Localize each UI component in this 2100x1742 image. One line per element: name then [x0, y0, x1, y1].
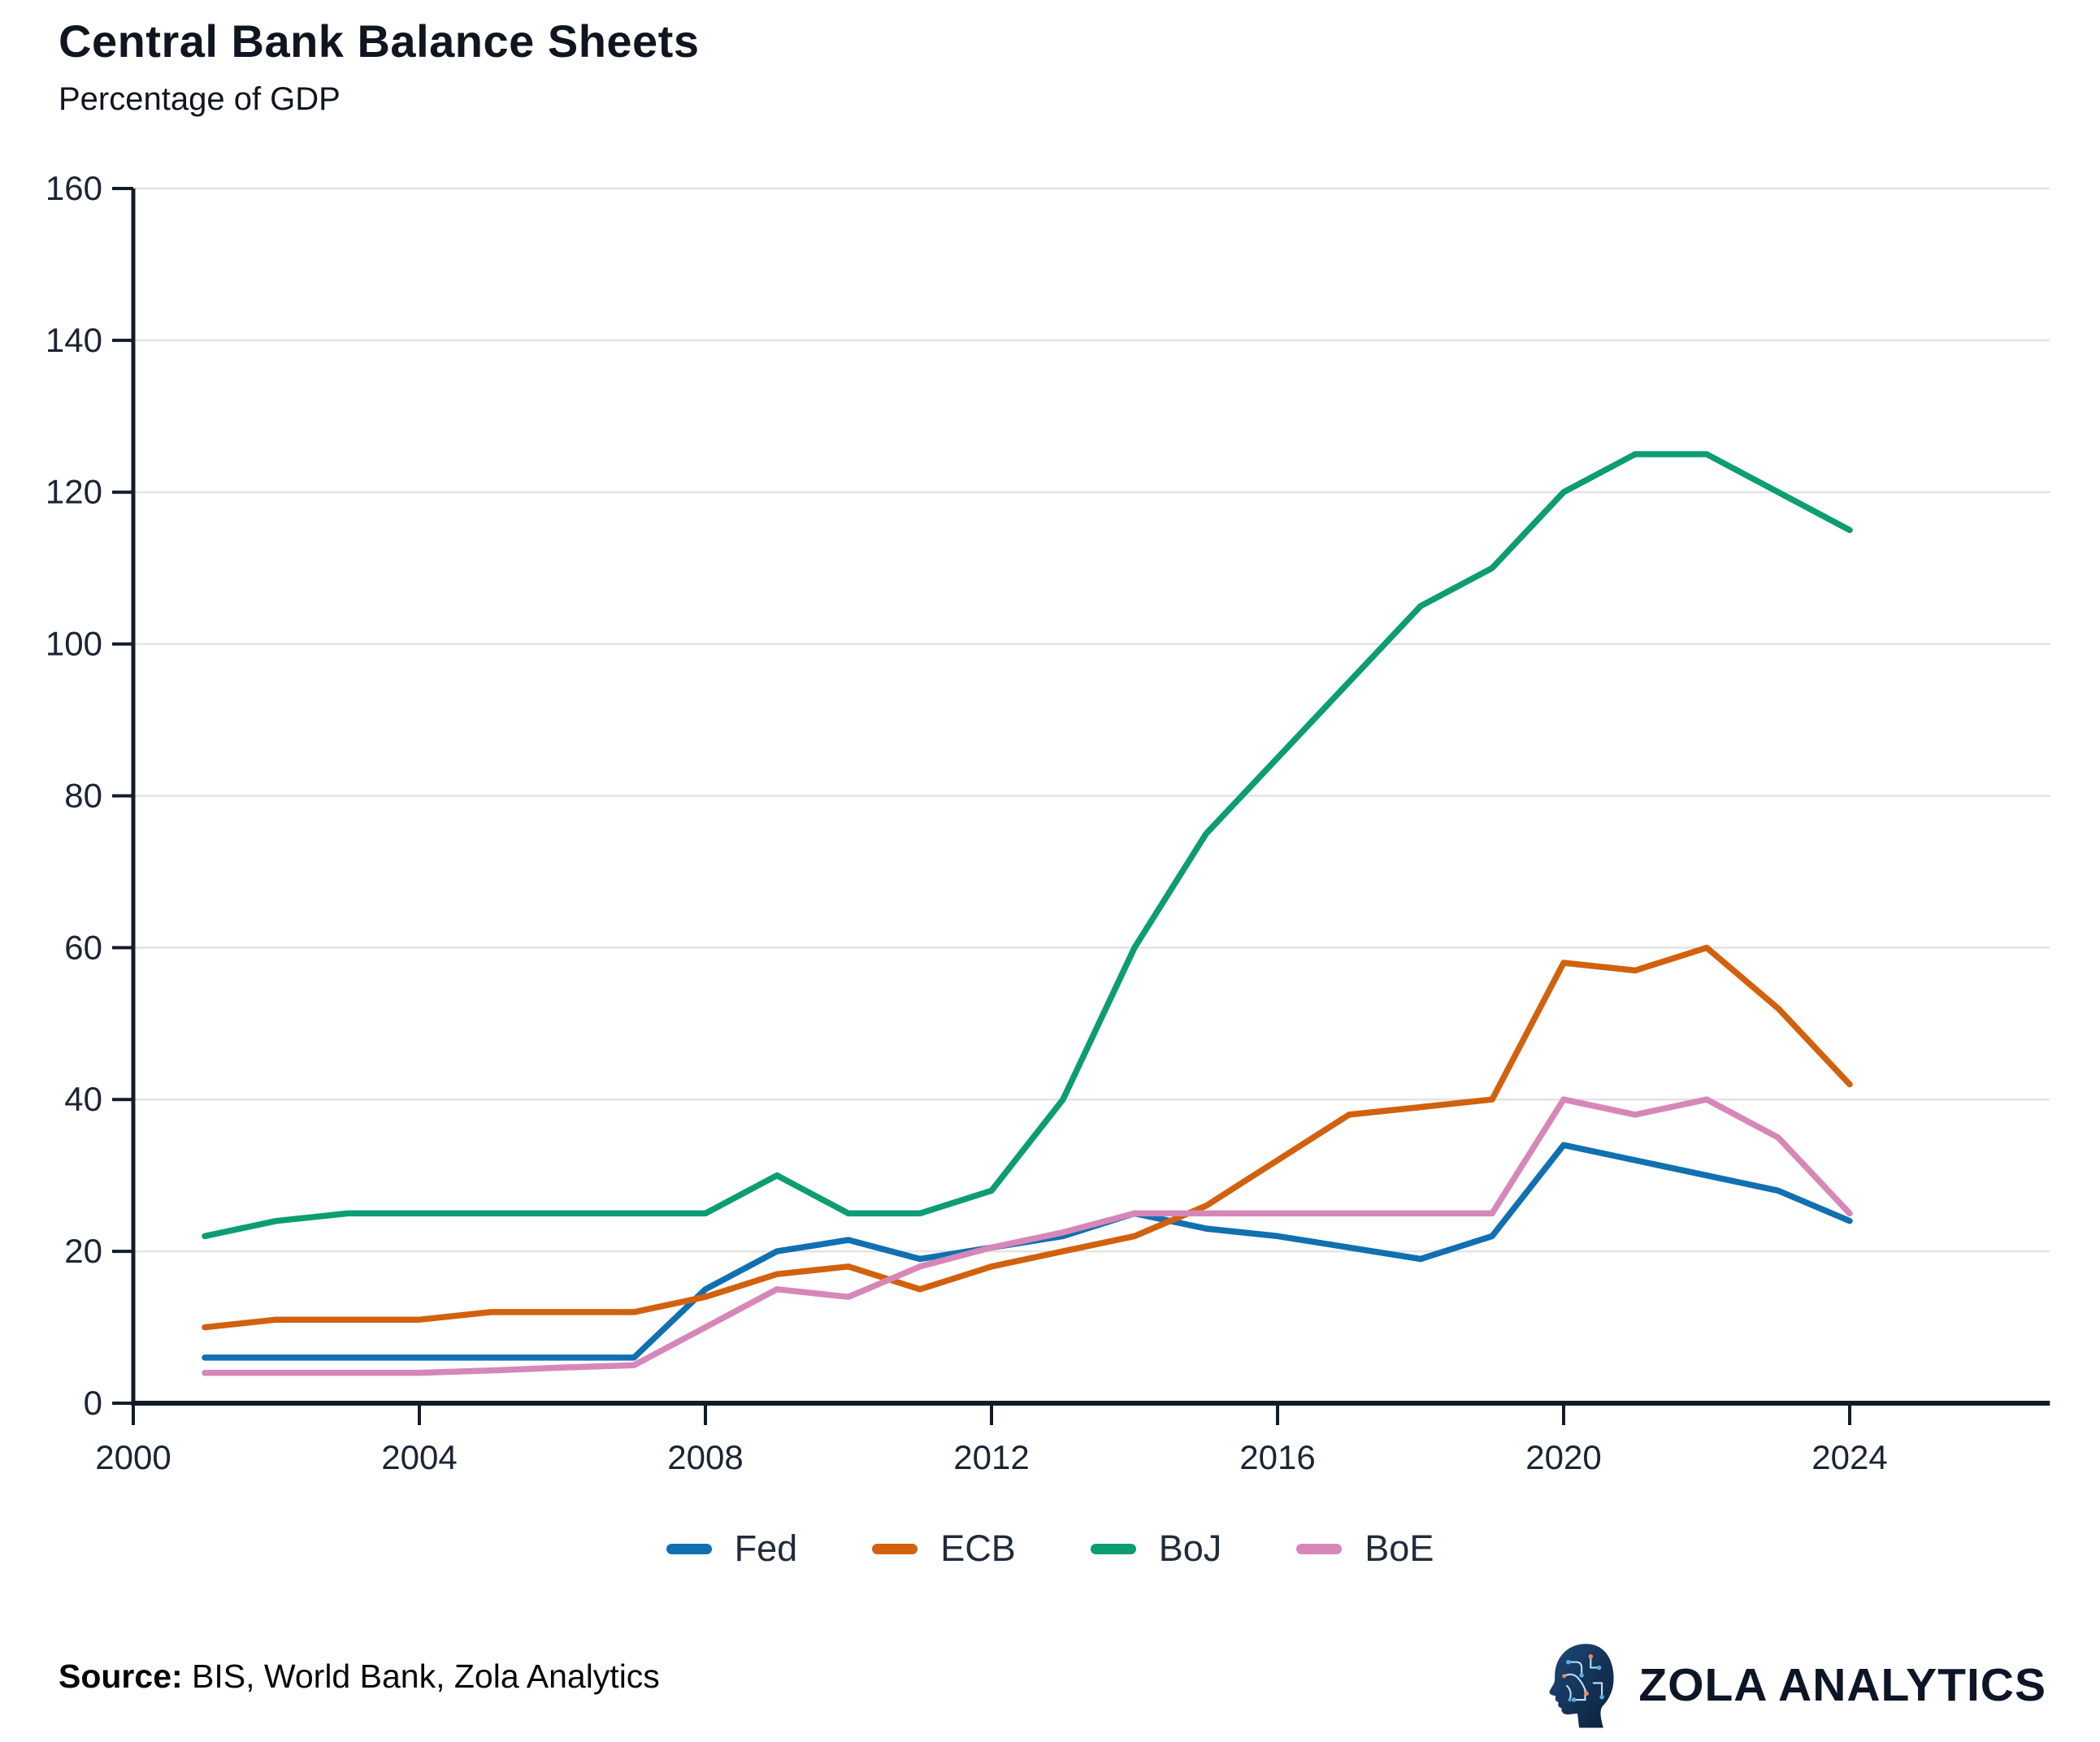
legend-item-boe: BoE — [1296, 1528, 1434, 1570]
legend-label: BoE — [1365, 1528, 1434, 1569]
svg-text:40: 40 — [64, 1080, 102, 1118]
brand-lockup: ZOLA ANALYTICS — [1547, 1640, 2046, 1731]
svg-text:140: 140 — [46, 321, 102, 359]
series-ECB — [202, 944, 1853, 1331]
svg-text:2000: 2000 — [95, 1438, 171, 1476]
series-BoE — [202, 1096, 1853, 1376]
chart-subtitle: Percentage of GDP — [59, 81, 341, 117]
circuit-head-icon — [1549, 1644, 1614, 1728]
legend-dash-icon — [1090, 1543, 1136, 1554]
legend-item-boj: BoJ — [1090, 1528, 1222, 1570]
legend-dash-icon — [1296, 1543, 1343, 1554]
legend-item-ecb: ECB — [872, 1528, 1016, 1570]
legend-item-fed: Fed — [666, 1528, 798, 1570]
legend-dash-icon — [666, 1543, 712, 1554]
svg-text:60: 60 — [64, 928, 102, 966]
svg-text:2012: 2012 — [953, 1438, 1029, 1476]
legend-label: Fed — [734, 1528, 798, 1569]
svg-text:2024: 2024 — [1811, 1438, 1887, 1476]
brand-name: ZOLA ANALYTICS — [1638, 1659, 2046, 1711]
svg-text:0: 0 — [84, 1384, 102, 1422]
chart-title: Central Bank Balance Sheets — [59, 15, 700, 67]
svg-text:2004: 2004 — [381, 1438, 457, 1476]
source-text: BIS, World Bank, Zola Analytics — [182, 1658, 660, 1695]
svg-text:120: 120 — [46, 473, 102, 511]
svg-text:2020: 2020 — [1525, 1438, 1601, 1476]
svg-text:100: 100 — [46, 625, 102, 663]
svg-text:160: 160 — [46, 169, 102, 207]
legend-label: ECB — [940, 1528, 1016, 1569]
chart-legend: Fed ECB BoJ BoE — [0, 1528, 2100, 1570]
svg-text:20: 20 — [64, 1232, 102, 1270]
legend-label: BoJ — [1158, 1528, 1222, 1569]
source-note: Source: BIS, World Bank, Zola Analytics — [59, 1658, 660, 1696]
series-BoJ — [202, 451, 1853, 1240]
svg-text:80: 80 — [64, 776, 102, 814]
svg-text:2008: 2008 — [667, 1438, 743, 1476]
legend-dash-icon — [872, 1543, 918, 1554]
svg-text:2016: 2016 — [1239, 1438, 1315, 1476]
source-label: Source: — [59, 1658, 183, 1695]
